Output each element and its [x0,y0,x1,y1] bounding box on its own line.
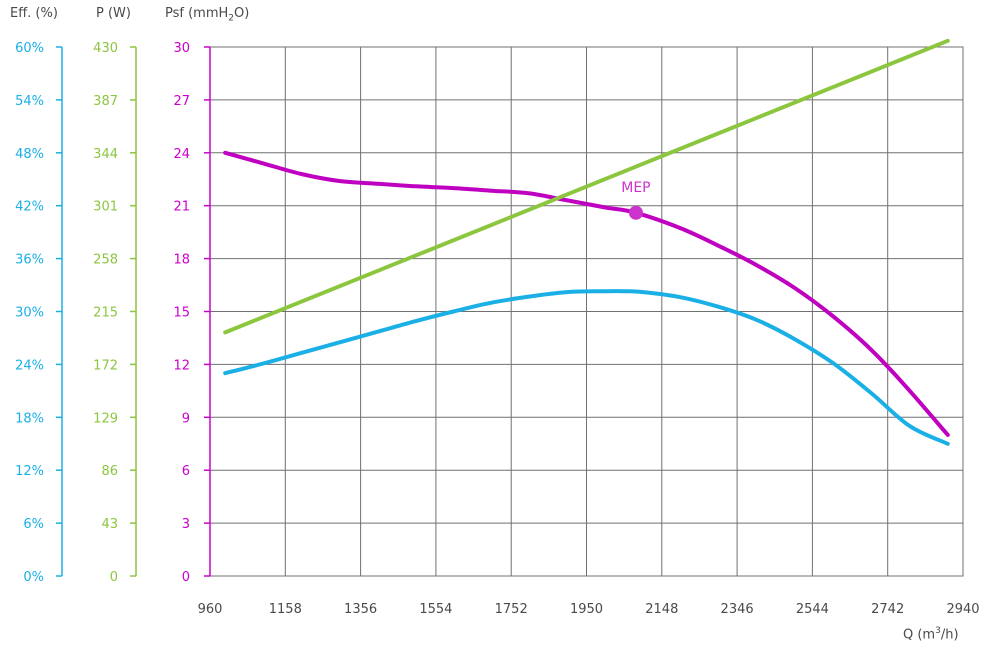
flow-tick-label: 1158 [269,602,302,617]
pressure-tick-label: 30 [173,41,190,56]
power-tick-label: 172 [93,358,118,373]
pressure-tick-label: 9 [182,411,190,426]
flow-tick-label: 2346 [721,602,754,617]
flow-tick-label: 960 [198,602,223,617]
efficiency-tick-label: 12% [15,464,44,479]
efficiency-tick-label: 48% [15,147,44,162]
flow-tick-label: 2940 [946,602,979,617]
pressure-axis-title-sub: 2 [228,13,235,24]
power-tick-label: 129 [93,411,118,426]
power-tick-label: 0 [110,570,118,585]
power-tick-label: 43 [101,517,118,532]
flow-tick-label: 1752 [495,602,528,617]
pressure-axis-title: Psf (mmH2O) [165,6,249,24]
flow-axis-title-prefix: Q (m [903,627,936,643]
efficiency-tick-label: 30% [15,306,44,321]
power-tick-label: 430 [93,41,118,56]
flow-tick-label: 1356 [344,602,377,617]
power-tick-label: 301 [93,200,118,215]
flow-tick-label: 2544 [796,602,829,617]
flow-tick-label: 1950 [570,602,603,617]
mep-marker [628,205,643,220]
pressure-tick-label: 3 [182,517,190,532]
power-tick-label: 387 [93,94,118,109]
pressure-tick-label: 18 [173,253,190,268]
pressure-axis-title-prefix: Psf (mmH [165,6,229,21]
efficiency-tick-label: 0% [23,570,44,585]
pressure-tick-label: 0 [182,570,190,585]
power-axis-title: P (W) [96,6,131,21]
flow-tick-label: 1554 [419,602,452,617]
efficiency-axis-title: Eff. (%) [10,6,58,21]
pressure-axis-title-suffix: O) [234,6,250,21]
efficiency-tick-label: 54% [15,94,44,109]
pressure-tick-label: 27 [173,94,190,109]
efficiency-tick-label: 36% [15,253,44,268]
pressure-tick-label: 21 [173,200,190,215]
flow-axis-title: Q (m3/h) [903,626,959,642]
power-tick-label: 344 [93,147,118,162]
power-tick-label: 86 [101,464,118,479]
efficiency-tick-label: 24% [15,358,44,373]
efficiency-curve [223,289,950,446]
pressure-tick-label: 24 [173,147,190,162]
flow-tick-label: 2148 [645,602,678,617]
flow-axis-title-sup: 3 [935,626,941,636]
pressure-curve [223,150,950,437]
flow-tick-label: 2742 [871,602,904,617]
power-curve [223,38,950,335]
pressure-tick-label: 15 [173,306,190,321]
efficiency-tick-label: 18% [15,411,44,426]
flow-axis-title-suffix: /h) [940,627,959,643]
pressure-tick-label: 12 [173,358,190,373]
pressure-tick-label: 6 [182,464,190,479]
efficiency-tick-label: 42% [15,200,44,215]
power-tick-label: 258 [93,253,118,268]
efficiency-tick-label: 6% [23,517,44,532]
efficiency-tick-label: 60% [15,41,44,56]
mep-label: MEP [621,180,650,196]
power-tick-label: 215 [93,306,118,321]
